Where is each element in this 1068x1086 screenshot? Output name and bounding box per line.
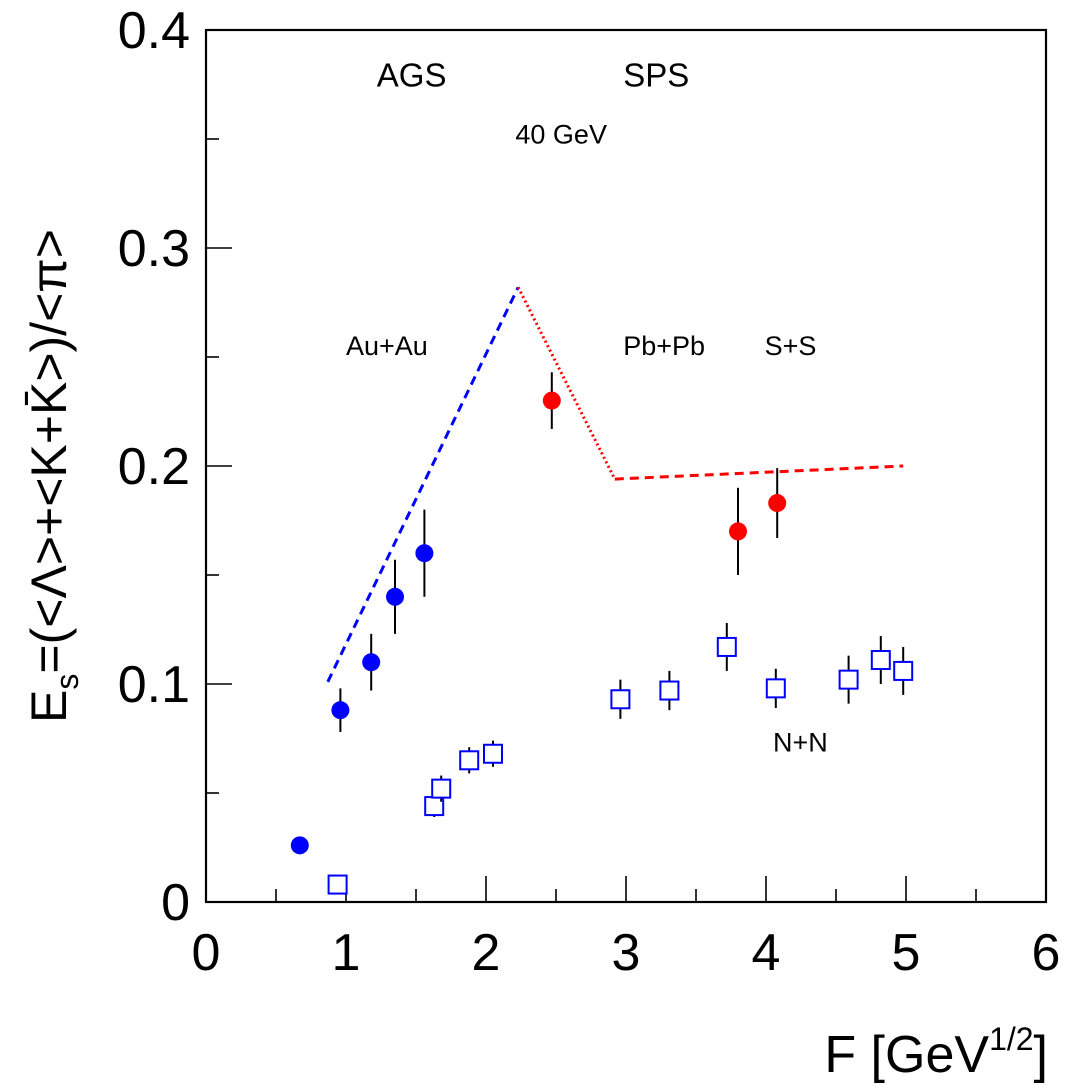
y-tick-label: 0.2 — [118, 438, 190, 496]
annotation-label: 40 GeV — [515, 119, 607, 149]
annotation-label: S+S — [765, 331, 817, 361]
y-tick-label: 0.3 — [118, 220, 190, 278]
data-point — [870, 650, 891, 671]
axis-tick-labels: 0 1 2 3 4 5 6 0 0.1 0.2 0.3 0.4 — [118, 2, 1061, 982]
plot-border — [204, 28, 1048, 904]
data-point — [386, 587, 404, 606]
x-tick-label: 3 — [612, 924, 641, 982]
x-axis-title: F [GeV1/2] — [824, 1021, 1048, 1084]
trend-line — [614, 464, 904, 481]
data-point — [431, 778, 452, 799]
y-tick-label: 0.4 — [118, 2, 190, 60]
x-tick-label: 5 — [892, 924, 921, 982]
y-axis-title-main: E — [21, 690, 77, 723]
annotation-label: SPS — [623, 57, 689, 94]
data-point — [459, 750, 480, 771]
trend-lines — [326, 286, 904, 683]
x-tick-label: 1 — [332, 924, 361, 982]
trend-line — [516, 286, 617, 480]
data-point — [483, 743, 503, 764]
data-point — [362, 653, 381, 672]
trend-line — [326, 286, 520, 683]
annotation-label: Pb+Pb — [623, 331, 705, 361]
data-point — [542, 391, 561, 410]
data-point — [893, 660, 914, 681]
annotation-label: N+N — [773, 728, 828, 758]
plot-frame — [204, 28, 1048, 904]
data-point — [716, 636, 737, 657]
x-tick-label: 4 — [752, 924, 781, 982]
data-point — [768, 494, 787, 513]
y-axis-title: Es=(<Λ>+<K+K̄>)/<π> — [21, 229, 85, 723]
data-point — [729, 522, 747, 541]
data-point — [610, 689, 631, 710]
data-point — [838, 669, 859, 690]
y-axis-title-sub: s — [49, 674, 85, 690]
annotation-label: AGS — [377, 57, 447, 94]
y-tick-label: 0 — [161, 874, 190, 932]
x-axis-title-close: ] — [1034, 1026, 1048, 1084]
x-axis-title-main: F [GeV — [824, 1026, 989, 1084]
data-point — [415, 544, 434, 563]
data-points — [290, 372, 914, 895]
data-point — [765, 678, 786, 699]
annotations: AGS SPS 40 GeV Au+Au Pb+Pb S+S N+N — [346, 57, 828, 758]
annotation-label: Au+Au — [346, 331, 428, 361]
x-tick-label: 6 — [1032, 924, 1061, 982]
data-point — [331, 701, 350, 720]
y-axis-title-rest: =(<Λ>+<K+K̄>)/<π> — [21, 229, 77, 674]
data-point — [290, 836, 309, 855]
x-axis-title-sup: 1/2 — [989, 1021, 1033, 1057]
x-tick-label: 0 — [192, 924, 221, 982]
data-point — [327, 874, 348, 895]
data-point — [659, 680, 680, 701]
axis-ticks — [205, 29, 1047, 903]
y-tick-label: 0.1 — [118, 656, 190, 714]
x-tick-label: 2 — [472, 924, 501, 982]
